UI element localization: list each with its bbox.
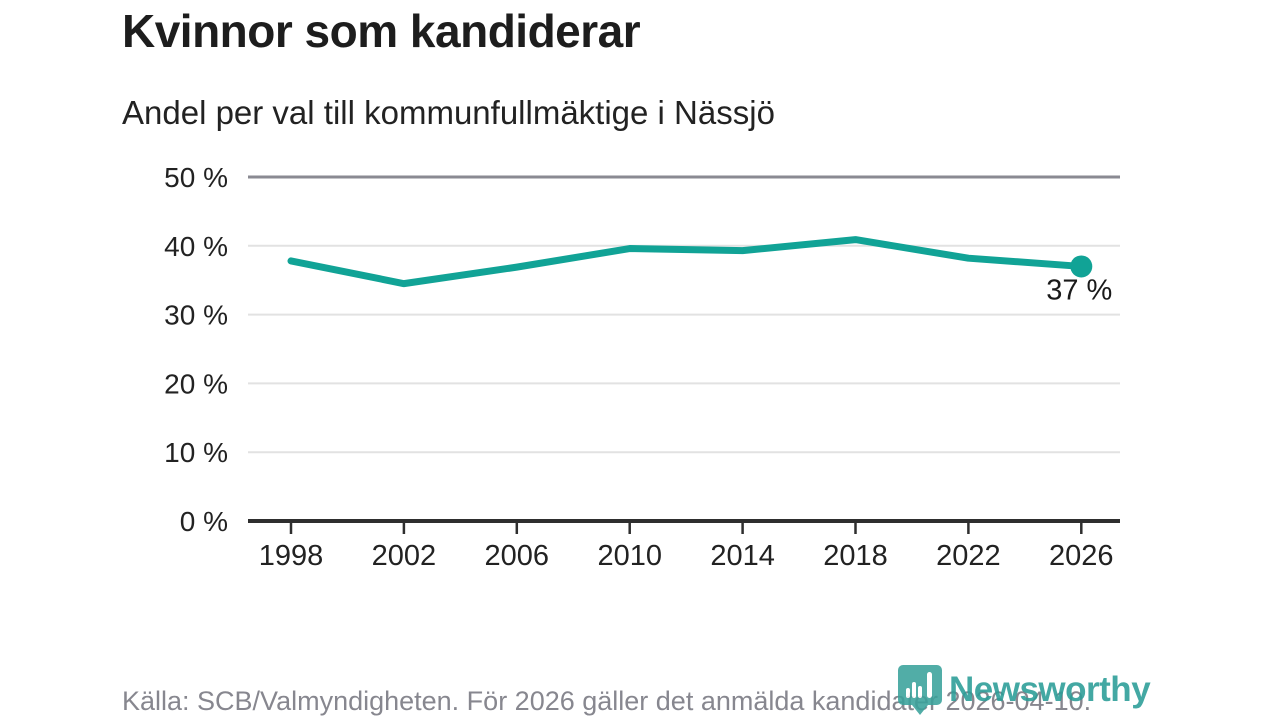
- x-tick-label: 2018: [823, 540, 888, 572]
- chart-title: Kvinnor som kandiderar: [122, 5, 641, 57]
- newsworthy-pin-barchart-icon: [898, 665, 942, 715]
- x-tick-label: 2014: [710, 540, 775, 572]
- x-tick-label: 2022: [936, 540, 1001, 572]
- newsworthy-logo: Newsworthy: [897, 664, 1151, 716]
- end-point-label: 37 %: [1046, 274, 1112, 306]
- x-tick-label: 2010: [597, 540, 662, 572]
- y-tick-label: 20 %: [164, 368, 228, 399]
- x-tick-label: 2026: [1049, 540, 1114, 572]
- y-tick-label: 50 %: [164, 162, 228, 193]
- x-tick-label: 1998: [259, 540, 324, 572]
- newsworthy-wordmark: Newsworthy: [949, 670, 1151, 709]
- y-tick-label: 10 %: [164, 437, 228, 468]
- chart-subtitle: Andel per val till kommunfullmäktige i N…: [122, 94, 775, 131]
- y-tick-label: 40 %: [164, 231, 228, 262]
- y-tick-label: 30 %: [164, 300, 228, 331]
- data-line: [287, 236, 1085, 288]
- end-point-marker: [1070, 255, 1093, 278]
- x-tick-label: 2002: [372, 540, 437, 572]
- x-tick-label: 2006: [485, 540, 550, 572]
- y-tick-label: 0 %: [180, 506, 228, 537]
